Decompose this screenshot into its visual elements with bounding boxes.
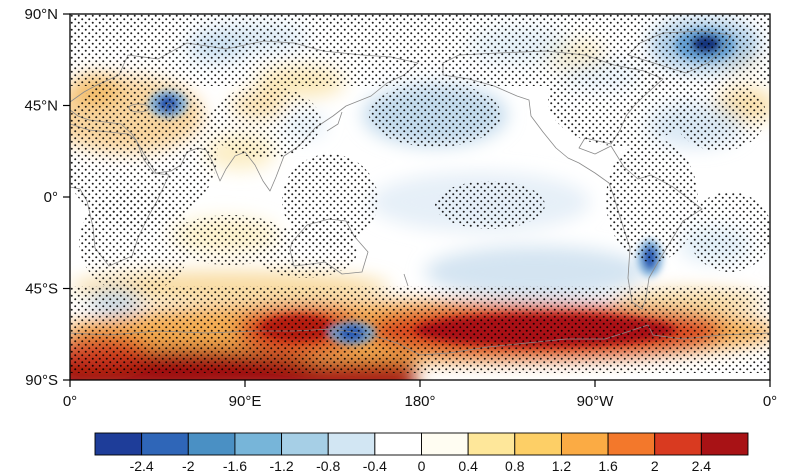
anomaly-blob: [425, 246, 645, 298]
colorbar-tick-label: -1.6: [223, 458, 247, 474]
x-tick-label: 0°: [63, 393, 77, 410]
stipple-region: [688, 192, 770, 272]
stipple-region: [170, 215, 290, 265]
x-tick-label: 90°E: [229, 393, 262, 410]
colorbar-tick-label: 1.6: [598, 458, 618, 474]
x-tick-label: 180°: [404, 393, 435, 410]
stipple-region: [209, 86, 321, 158]
colorbar-segment: [700, 432, 749, 456]
colorbar-segment: [560, 432, 609, 456]
colorbar-segment: [374, 432, 422, 456]
stipple-region: [70, 286, 770, 373]
colorbar-segment: [94, 432, 143, 456]
colorbar-tick-label: -2: [182, 458, 195, 474]
stipple-region: [369, 83, 501, 147]
stipple-region: [606, 138, 698, 262]
coastline-new-zealand: [403, 273, 409, 287]
colorbar-tick-label: 2.4: [692, 458, 712, 474]
colorbar-tick-label: 2: [651, 458, 659, 474]
y-tick-label: 45°N: [24, 98, 58, 115]
x-tick-label: 90°W: [577, 393, 615, 410]
colorbar-segment: [141, 432, 189, 456]
colorbar-segment: [514, 432, 562, 456]
colorbar-tick-label: -0.4: [363, 458, 387, 474]
stipple-region: [548, 54, 692, 146]
stipple-region: [79, 190, 191, 294]
colorbar-segment: [187, 432, 236, 456]
stipple-overlay: [70, 14, 770, 373]
colorbar-tick-label: -1.2: [270, 458, 294, 474]
colorbar-segment: [607, 432, 656, 456]
colorbar-segment: [467, 432, 516, 456]
colorbar-tick-label: 1.2: [552, 458, 572, 474]
colorbar-tick-label: 0.8: [505, 458, 525, 474]
y-tick-label: 45°S: [25, 281, 58, 298]
colorbar-segment: [327, 432, 376, 456]
colorbar: -2.4 -2 -1.6 -1.2 -0.8 -0.4 0 0.4 0.8 1.2 1.6 2 2.4: [94, 432, 749, 474]
y-tick-label: 0°: [44, 189, 58, 206]
colorbar-segment: [234, 432, 283, 456]
stipple-region: [435, 181, 545, 229]
x-axis: 0° 90°E 180° 90°W 0°: [63, 380, 777, 410]
colorbar-segment: [421, 432, 469, 456]
colorbar-tick-label: 0.4: [458, 458, 478, 474]
colorbar-segment: [281, 432, 329, 456]
y-tick-label: 90°S: [25, 372, 58, 389]
coastline-japan: [326, 111, 343, 132]
colorbar-segment: [654, 432, 702, 456]
colorbar-tick-label: 0: [418, 458, 426, 474]
stipple-region: [70, 72, 218, 228]
colorbar-tick-label: -2.4: [130, 458, 154, 474]
y-axis: 90°N 45°N 0° 45°S 90°S: [24, 6, 70, 389]
colorbar-tick-label: -0.8: [316, 458, 340, 474]
stipple-region: [282, 154, 378, 246]
x-tick-label: 0°: [763, 393, 777, 410]
y-tick-label: 90°N: [24, 6, 58, 23]
stipple-region: [674, 79, 766, 151]
